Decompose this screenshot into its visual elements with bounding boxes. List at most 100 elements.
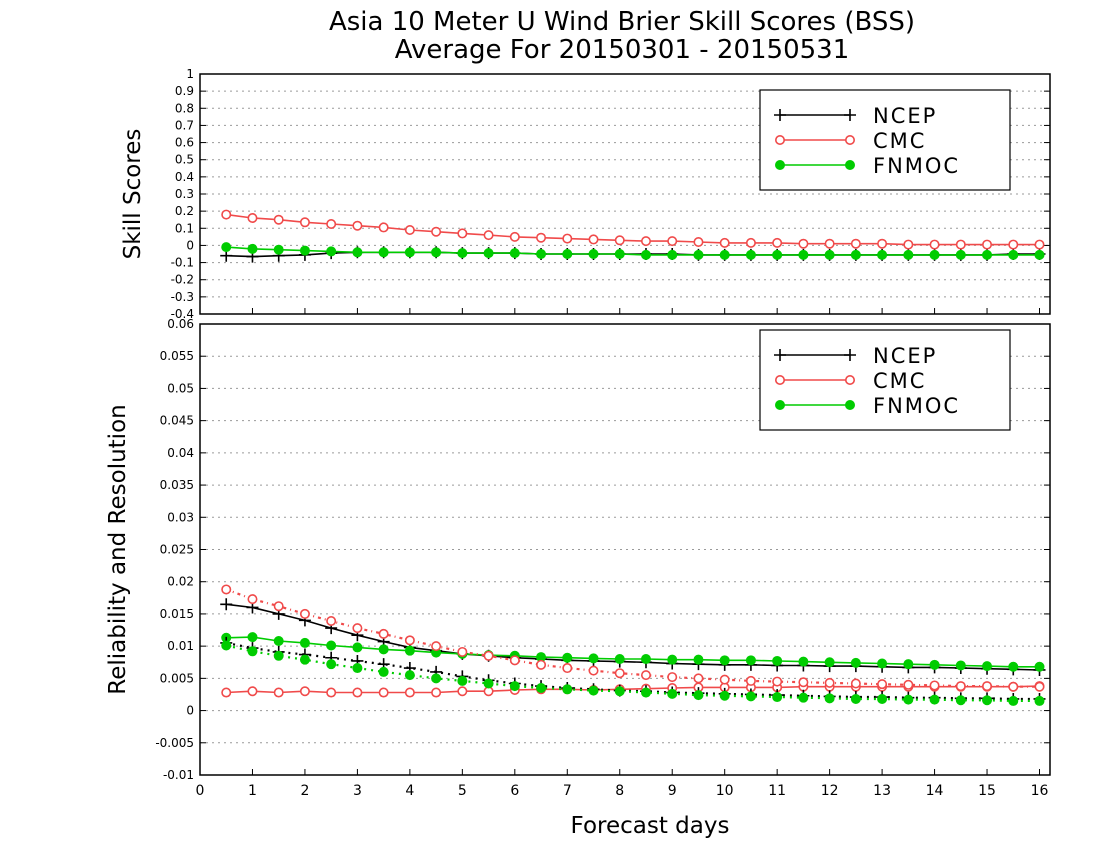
fnmoc-point-16 — [640, 249, 651, 260]
y-tick-label: 0.02 — [167, 575, 194, 589]
y-tick-label: 0.03 — [167, 510, 194, 524]
fnmoc-point-26 — [903, 659, 914, 670]
y-tick-label: -0.1 — [171, 256, 194, 270]
x-tick-label: 16 — [1031, 783, 1049, 799]
fnmoc-point-23 — [824, 249, 835, 260]
cmc-point-10 — [483, 230, 494, 241]
y-tick-label: 0.05 — [167, 381, 194, 395]
fnmoc-point-27 — [929, 659, 940, 670]
y-tick-label: 0.6 — [175, 136, 194, 150]
fnmoc-point-1 — [247, 646, 258, 657]
fnmoc-point-16 — [640, 654, 651, 665]
fnmoc-point-22 — [798, 249, 809, 260]
x-tick-label: 14 — [926, 783, 944, 799]
y-tick-label: 0.4 — [175, 170, 194, 184]
x-tick-label: 8 — [615, 783, 624, 799]
fnmoc-series-dotted — [221, 640, 1045, 706]
cmc-point-11 — [509, 655, 520, 666]
cmc-point-8 — [431, 687, 442, 698]
cmc-point-14 — [588, 234, 599, 245]
fnmoc-point-14 — [588, 249, 599, 259]
fnmoc-point-0 — [221, 640, 232, 651]
cmc-point-14 — [588, 665, 599, 676]
cmc-point-21 — [772, 237, 783, 248]
fnmoc-point-22 — [798, 692, 809, 703]
fnmoc-point-24 — [850, 657, 861, 668]
fnmoc-point-29 — [982, 661, 993, 672]
y-tick-label: 0.8 — [175, 101, 194, 115]
x-tick-label: 4 — [405, 783, 414, 799]
cmc-point-5 — [352, 220, 363, 231]
fnmoc-point-3 — [299, 654, 310, 665]
fnmoc-point-1 — [247, 632, 258, 643]
cmc-point-16 — [640, 670, 651, 681]
cmc-point-7 — [404, 635, 415, 646]
fnmoc-line — [226, 246, 1040, 256]
chart-title-line2: Average For 20150301 - 20150531 — [395, 35, 850, 65]
cmc-point-24 — [850, 238, 861, 249]
plot-frame — [199, 73, 1051, 315]
fnmoc-point-21 — [772, 249, 783, 260]
ncep-line — [225, 641, 1040, 701]
cmc-point-13 — [562, 233, 573, 244]
y-tick-label: -0.4 — [171, 307, 194, 321]
fnmoc-point-6 — [378, 247, 389, 258]
fnmoc-point-29 — [982, 695, 993, 706]
fnmoc-point-31 — [1034, 695, 1045, 706]
cmc-point-6 — [378, 687, 389, 698]
cmc-point-2 — [273, 601, 284, 612]
fnmoc-point-30 — [1008, 695, 1019, 706]
fnmoc-point-2 — [273, 650, 284, 661]
fnmoc-point-5 — [352, 663, 363, 674]
fnmoc-point-20 — [745, 249, 756, 260]
cmc-point-19 — [719, 674, 730, 685]
y-tick-label: 0.025 — [160, 543, 194, 557]
cmc-point-27 — [929, 239, 940, 250]
cmc-point-15 — [614, 235, 625, 246]
legend-cmc-point-b — [844, 374, 855, 385]
fnmoc-point-16 — [640, 687, 651, 698]
fnmoc-point-28 — [955, 249, 966, 260]
fnmoc-point-24 — [850, 693, 861, 704]
fnmoc-series — [221, 242, 1045, 260]
cmc-point-6 — [378, 222, 389, 233]
cmc-point-26 — [903, 239, 914, 250]
legend-label-ncep: NCEP — [873, 344, 937, 368]
x-tick-label: 3 — [353, 783, 362, 799]
fnmoc-point-25 — [877, 658, 888, 669]
fnmoc-point-22 — [798, 656, 809, 667]
fnmoc-point-8 — [431, 673, 442, 684]
legend-ncep-point-b — [844, 109, 856, 121]
fnmoc-point-7 — [404, 645, 415, 656]
cmc-point-1 — [247, 594, 258, 605]
y-tick-label: 0 — [186, 704, 194, 718]
fnmoc-point-7 — [404, 670, 415, 681]
fnmoc-point-18 — [693, 654, 704, 665]
fnmoc-point-21 — [772, 692, 783, 703]
cmc-point-29 — [982, 239, 993, 250]
fnmoc-point-27 — [929, 694, 940, 705]
legend-label-ncep: NCEP — [873, 104, 937, 128]
fnmoc-point-30 — [1008, 661, 1019, 672]
y-tick-label: 0 — [186, 238, 194, 252]
legend-cmc-point-a — [774, 374, 785, 385]
fnmoc-point-11 — [509, 681, 520, 692]
fnmoc-point-10 — [483, 248, 494, 259]
x-tick-label: 9 — [668, 783, 677, 799]
cmc-point-0 — [221, 209, 232, 220]
cmc-point-1 — [247, 213, 258, 224]
fnmoc-point-11 — [509, 248, 520, 259]
cmc-point-16 — [640, 236, 651, 247]
fnmoc-point-24 — [850, 249, 861, 260]
fnmoc-point-23 — [824, 657, 835, 668]
legend-label-cmc: CMC — [873, 129, 926, 153]
cmc-point-18 — [693, 673, 704, 684]
fnmoc-point-15 — [614, 654, 625, 665]
y-tick-label: 0.04 — [167, 446, 194, 460]
cmc-point-2 — [273, 214, 284, 225]
cmc-point-4 — [326, 219, 337, 230]
fnmoc-point-31 — [1034, 249, 1045, 260]
x-tick-label: 12 — [821, 783, 839, 799]
